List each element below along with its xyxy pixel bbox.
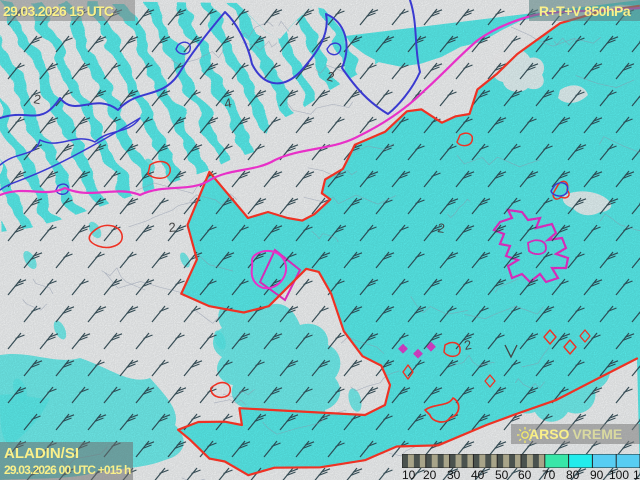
svg-text:2: 2	[168, 219, 177, 235]
